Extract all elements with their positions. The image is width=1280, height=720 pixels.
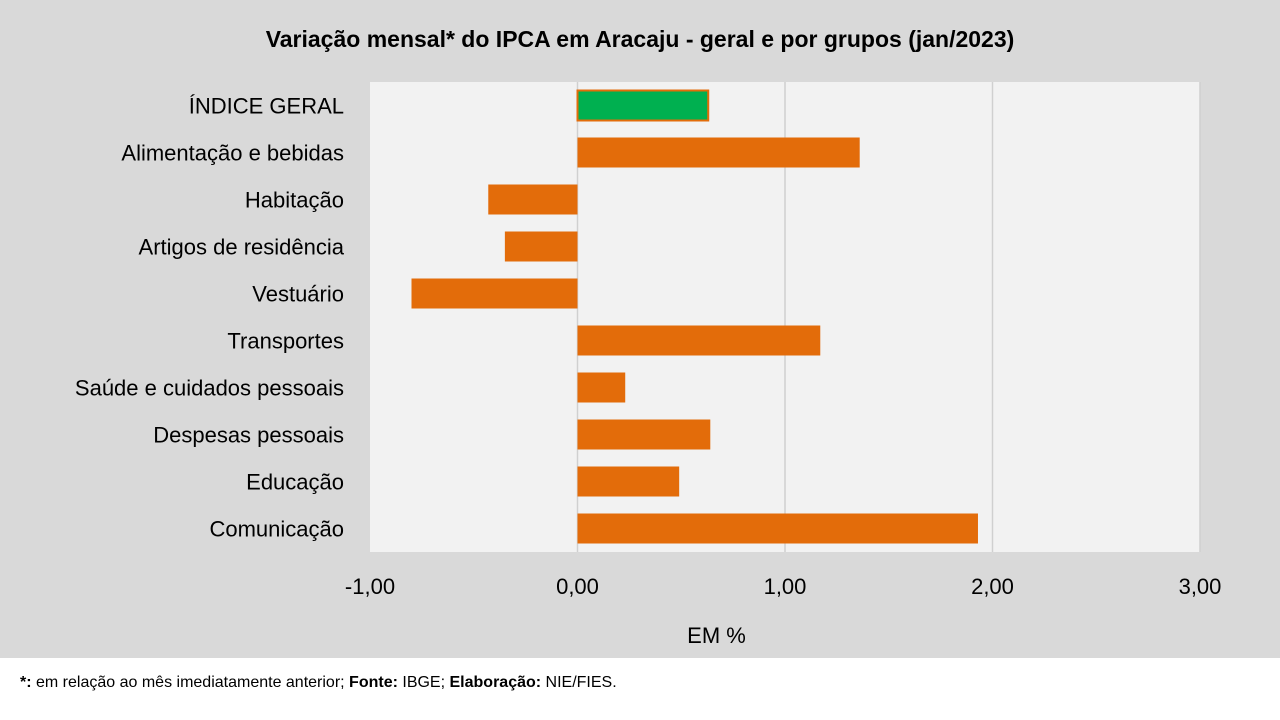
bar <box>577 372 626 403</box>
category-label: Educação <box>246 470 344 495</box>
x-tick-label: 0,00 <box>556 574 599 599</box>
x-tick-label: 2,00 <box>971 574 1014 599</box>
category-label: Habitação <box>245 188 344 213</box>
category-label: Vestuário <box>252 282 344 307</box>
x-tick-label: 3,00 <box>1179 574 1222 599</box>
category-label: Artigos de residência <box>139 235 345 260</box>
bar <box>577 325 821 356</box>
footer: *: em relação ao mês imediatamente anter… <box>0 658 1280 720</box>
bar <box>504 231 578 262</box>
category-label: Comunicação <box>209 517 344 542</box>
bar <box>577 466 680 497</box>
bar <box>577 419 711 450</box>
footer-note: *: em relação ao mês imediatamente anter… <box>20 674 617 692</box>
category-label: Despesas pessoais <box>153 423 344 448</box>
category-label: ÍNDICE GERAL <box>189 94 344 119</box>
category-label: Transportes <box>227 329 344 354</box>
elaboration-label: Elaboração: <box>449 674 542 691</box>
note-label: *: <box>20 674 32 691</box>
bar <box>577 137 860 168</box>
note-text: em relação ao mês imediatamente anterior… <box>31 674 350 691</box>
bar <box>488 184 578 215</box>
bar <box>577 513 978 544</box>
elaboration-text: NIE/FIES. <box>541 674 617 691</box>
source-text: IBGE; <box>397 674 450 691</box>
bar <box>576 89 710 122</box>
source-label: Fonte: <box>349 674 398 691</box>
bar <box>411 278 578 309</box>
category-label: Alimentação e bebidas <box>121 141 344 166</box>
x-axis-label: EM % <box>687 623 746 648</box>
x-tick-label: -1,00 <box>345 574 395 599</box>
x-tick-label: 1,00 <box>764 574 807 599</box>
chart-title: Variação mensal* do IPCA em Aracaju - ge… <box>265 26 1015 52</box>
bar-chart: -1,00 0,00 1,00 2,00 3,00 EM % ÍNDICE GERAL Ali… <box>75 82 1222 648</box>
category-label: Saúde e cuidados pessoais <box>75 376 344 401</box>
